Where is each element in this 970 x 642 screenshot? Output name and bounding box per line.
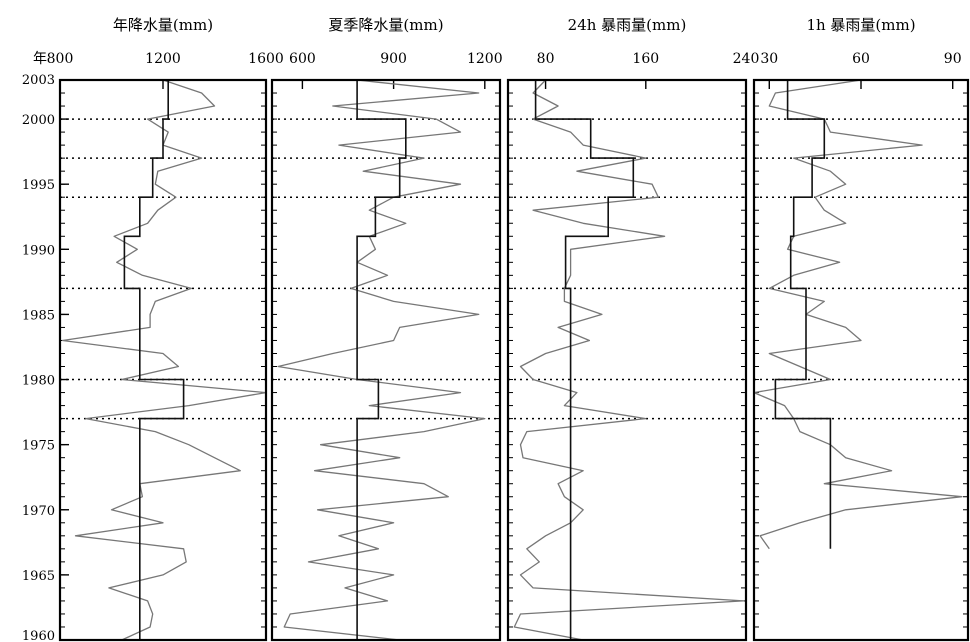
x-tick-label: 600 <box>289 51 316 67</box>
segment-mean-line <box>356 80 407 640</box>
y-tick-label: 1960 <box>22 629 55 642</box>
x-tick-label: 90 <box>944 51 962 67</box>
segment-mean-line <box>123 80 185 640</box>
y-tick-label: 1965 <box>22 569 55 584</box>
panel-frame <box>752 78 970 642</box>
series-line <box>61 79 267 641</box>
panel-frame <box>506 78 748 642</box>
x-tick-label: 160 <box>632 51 659 67</box>
panel-3: 24h 暴雨量(mm) 80 160 240 <box>506 16 760 642</box>
panel-frame <box>270 78 502 642</box>
x-tick-label: 240 <box>733 51 760 67</box>
series-line <box>277 79 486 641</box>
series-line <box>513 79 745 641</box>
panel-2: 夏季降水量(mm) 600 900 1200 <box>270 16 503 642</box>
x-tick-label: 30 <box>760 51 778 67</box>
panel-title: 年降水量(mm) <box>113 16 213 34</box>
x-tick-label: 800 <box>47 51 74 67</box>
y-tick-label: 1990 <box>22 243 55 258</box>
x-tick-label: 1200 <box>145 51 181 67</box>
y-tick-label: 1985 <box>22 308 55 323</box>
y-tick-label: 1975 <box>22 439 55 454</box>
x-tick-label: 1600 <box>248 51 284 67</box>
x-tick-label: 900 <box>380 51 407 67</box>
y-axis-label: 年 <box>33 51 47 67</box>
panel-1: 年降水量(mm) 800 1200 1600 <box>47 16 284 642</box>
y-tick-label: 1970 <box>22 504 55 519</box>
panel-4: 1h 暴雨量(mm) 30 60 90 <box>752 16 970 642</box>
x-tick-label: 60 <box>852 51 870 67</box>
series-line <box>753 79 963 550</box>
y-tick-label: 2003 <box>22 73 55 88</box>
y-tick-label: 2000 <box>22 113 55 128</box>
y-tick-label: 1980 <box>22 374 55 389</box>
panel-title: 1h 暴雨量(mm) <box>806 16 915 34</box>
x-tick-label: 80 <box>537 51 555 67</box>
x-tick-label: 1200 <box>467 51 503 67</box>
panel-title: 24h 暴雨量(mm) <box>568 16 687 34</box>
segment-mean-line <box>534 80 635 640</box>
panel-title: 夏季降水量(mm) <box>328 16 443 34</box>
segment-mean-line <box>774 80 832 549</box>
panel-frame <box>58 78 268 642</box>
y-tick-label: 1995 <box>22 178 55 193</box>
